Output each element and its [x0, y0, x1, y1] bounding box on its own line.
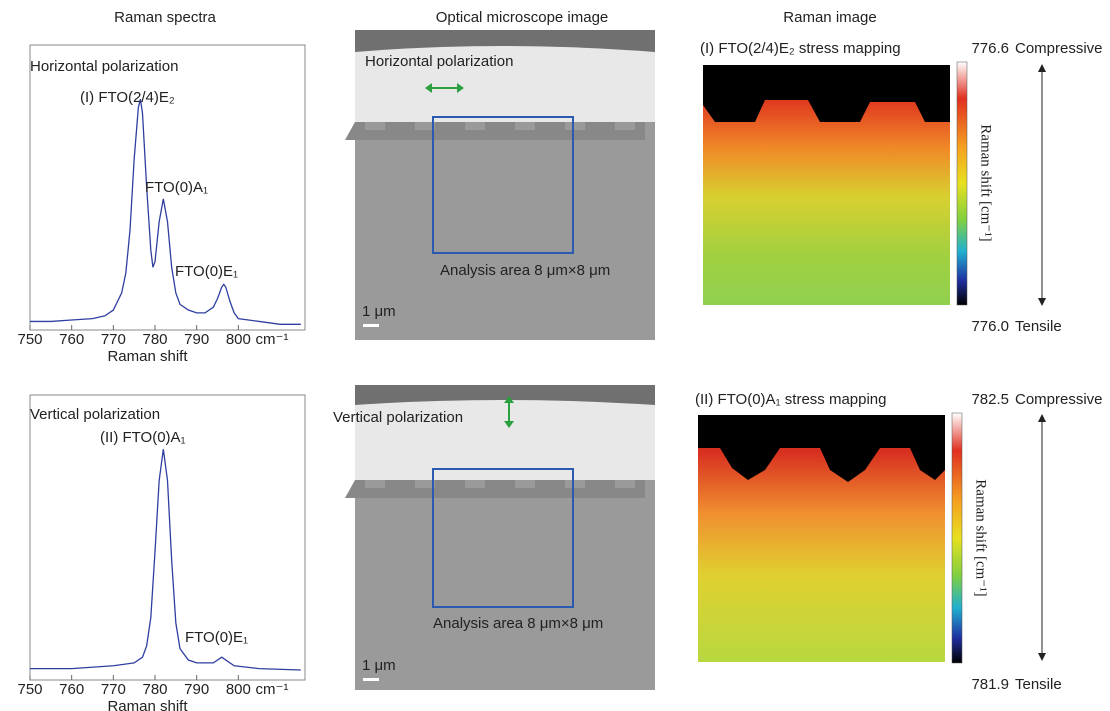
x-tick-label: 800 — [226, 331, 251, 348]
annotation: (II) FTO(0)A₁ — [100, 429, 186, 446]
annotation: (I) FTO(2/4)E₂ — [80, 89, 175, 106]
scale-label: 1 μm — [362, 303, 396, 320]
annotation: FTO(0)A₁ — [145, 179, 208, 196]
annotation: Horizontal polarization — [30, 58, 178, 75]
x-tick-label: 780 — [142, 331, 167, 348]
x-tick-label: 770 — [101, 331, 126, 348]
scale-label: 1 μm — [362, 657, 396, 674]
stress-top: Compressive — [1015, 40, 1103, 57]
colorbar-min: 776.0 — [971, 318, 1009, 335]
spectrum-line — [30, 449, 301, 670]
raman-map — [698, 413, 1046, 663]
annotation: FTO(0)E₁ — [175, 263, 238, 280]
column-title: Raman spectra — [114, 9, 216, 26]
raman-map — [703, 62, 1046, 306]
spectrum-line — [30, 99, 301, 324]
column-title: Optical microscope image — [436, 9, 609, 26]
figure: Raman spectra Optical microscope image Ram… — [0, 0, 1110, 711]
colorbar-label: Raman shift [cm⁻¹] — [978, 124, 994, 241]
x-unit: cm⁻¹ — [256, 331, 289, 348]
colorbar-min: 781.9 — [971, 676, 1009, 693]
map-title: (I) FTO(2/4)E₂ stress mapping — [700, 40, 901, 57]
analysis-label: Analysis area 8 μm×8 μm — [433, 615, 603, 632]
x-tick-label: 790 — [184, 681, 209, 698]
column-title: Raman image — [783, 9, 876, 26]
stress-bottom: Tensile — [1015, 318, 1062, 335]
colorbar-label: Raman shift [cm⁻¹] — [973, 479, 989, 596]
x-tick-label: 800 — [226, 681, 251, 698]
x-unit: cm⁻¹ — [256, 681, 289, 698]
x-tick-label: 750 — [17, 331, 42, 348]
map-title: (II) FTO(0)A₁ stress mapping — [695, 391, 887, 408]
polarization-label: Vertical polarization — [333, 409, 463, 426]
colorbar-max: 776.6 — [971, 40, 1009, 57]
x-tick-label: 790 — [184, 331, 209, 348]
x-tick-label: 760 — [59, 331, 84, 348]
stress-bottom: Tensile — [1015, 676, 1062, 693]
annotation: FTO(0)E₁ — [185, 629, 248, 646]
x-tick-label: 750 — [17, 681, 42, 698]
microscope-image — [345, 30, 655, 340]
x-tick-label: 760 — [59, 681, 84, 698]
colorbar-max: 782.5 — [971, 391, 1009, 408]
x-tick-label: 770 — [101, 681, 126, 698]
x-tick-label: 780 — [142, 681, 167, 698]
x-axis-label: Raman shift — [107, 698, 188, 711]
stress-top: Compressive — [1015, 391, 1103, 408]
polarization-label: Horizontal polarization — [365, 53, 513, 70]
analysis-label: Analysis area 8 μm×8 μm — [440, 262, 610, 279]
x-axis-label: Raman shift — [107, 348, 188, 365]
microscope-image — [345, 385, 655, 690]
annotation: Vertical polarization — [30, 406, 160, 423]
